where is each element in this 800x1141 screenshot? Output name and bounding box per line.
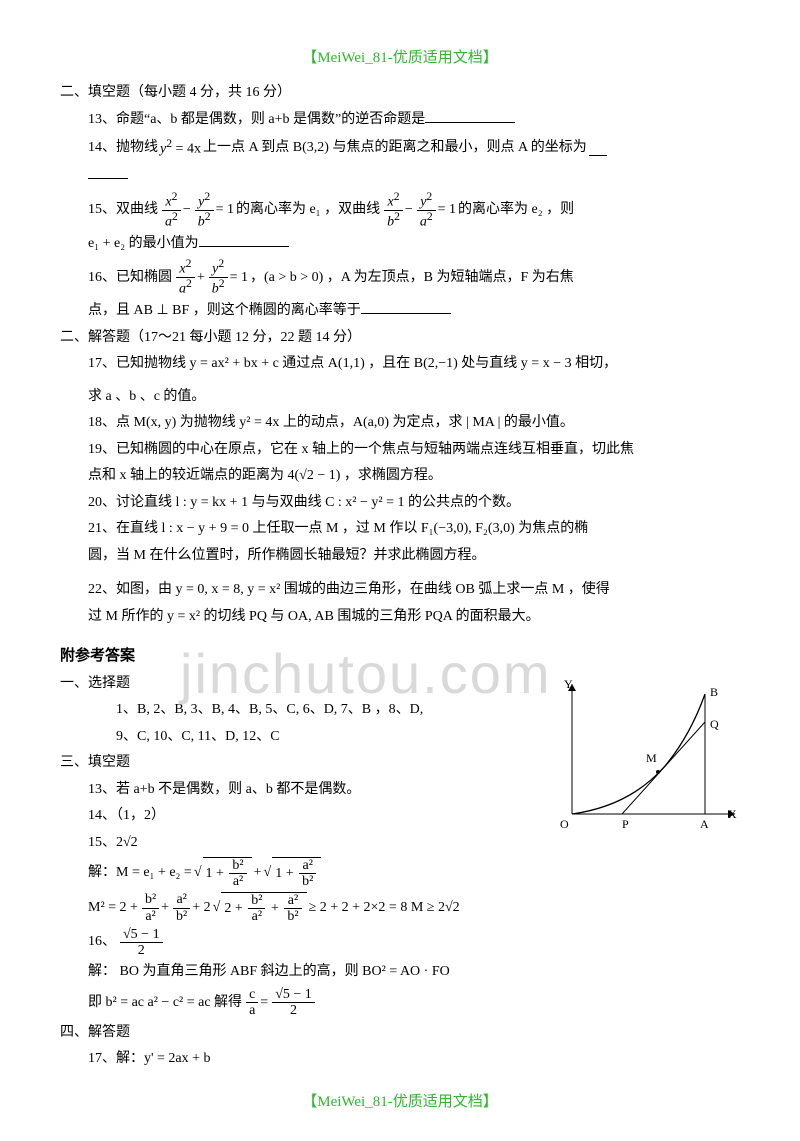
q15-frac2b: y2 a2 [417, 191, 436, 230]
a16-frac: √5 − 12 [120, 927, 163, 959]
q16: 16、已知椭圆 x2 a2 + y2 b2 = 1 ，(a > b > 0) ，… [60, 258, 740, 297]
lbl-X: X [728, 807, 737, 821]
q19a: 19、已知椭圆的中心在原点，它在 x 轴上的一个焦点与短轴两端点连线互相垂直，切… [60, 438, 740, 463]
q17-tail: 求 a 、b 、c 的值。 [60, 385, 740, 410]
q15-pre: 15、双曲线 [88, 198, 158, 223]
frac-c-a: ca [246, 987, 258, 1019]
a15-sol: 解：M = e₁ + e₂ = √1 + b²a² + √1 + a²b² [60, 857, 740, 890]
q15-frac2a: x2 b2 [384, 191, 403, 230]
a17: 17、解：y' = 2ax + b [60, 1047, 740, 1072]
q16-frac-a: x2 a2 [176, 258, 195, 297]
q15-frac1a: x2 a2 [162, 191, 181, 230]
a15-m2: M² = 2 + b²a² + a²b² + 2 √2 + b²a² + a²b… [60, 892, 740, 925]
lbl-P: P [622, 817, 629, 831]
q19b: 点和 x 轴上的较近端点的距离为 4(√2 − 1) ，求椭圆方程。 [60, 464, 740, 489]
q22b: 过 M 所作的 y = x² 的切线 PQ 与 OA, AB 围城的三角形 PQ… [60, 605, 740, 630]
ans-section-header: 二、解答题（17～21 每小题 12 分，22 题 14 分） [60, 326, 740, 351]
q14-pre: 14、抛物线 [88, 136, 158, 161]
q13-text: 13、命题“a、b 都是偶数，则 a+b 是偶数”的逆否命题是 [88, 112, 425, 127]
point-m [656, 770, 660, 774]
q15-tail: e₁ + e₂ 的最小值为 [60, 232, 740, 257]
content-area: jinchutou.com 二、填空题（每小题 4 分，共 16 分） 13、命… [60, 81, 740, 1072]
q14: 14、抛物线 y2 = 4x 上一点 A 到点 B(3,2) 与焦点的距离之和最… [60, 134, 740, 162]
a16-sol: 解： BO 为直角三角形 ABF 斜边上的高，则 BO² = AO · FO [60, 960, 740, 985]
q15-mid1: 的离心率为 e₁ ，双曲线 [236, 198, 380, 223]
tangent-pq [622, 722, 705, 814]
lbl-B: B [710, 685, 718, 699]
a16: 16、 √5 − 12 [60, 927, 740, 959]
q16-tail: 点，且 AB ⊥ BF ，则这个椭圆的离心率等于 [60, 299, 740, 324]
blank [589, 141, 607, 156]
q20: 20、讨论直线 l : y = kx + 1 与与双曲线 C : x² − y²… [60, 491, 740, 516]
root2: 1 + a²b² [272, 857, 321, 890]
q16-mid: ，(a > b > 0) ，A 为左顶点，B 为短轴端点，F 为右焦 [250, 266, 574, 291]
answers-title: 附参考答案 [60, 643, 740, 669]
blank [88, 164, 128, 179]
lbl-Q: Q [710, 717, 719, 731]
root3: 2 + b²a² + a²b² [221, 892, 306, 925]
q14-eq: y2 = 4x [160, 134, 201, 162]
a-ans4-header: 四、解答题 [60, 1021, 740, 1046]
blank [425, 108, 515, 123]
blank [199, 232, 289, 247]
doc-footer: 【MeiWei_81-优质适用文档】 [60, 1090, 740, 1111]
frac-res: √5 − 12 [272, 987, 315, 1019]
q16-pre: 16、已知椭圆 [88, 266, 172, 291]
frac-a2b2: a²b² [173, 892, 190, 924]
doc-header: 【MeiWei_81-优质适用文档】 [60, 46, 740, 67]
a16-sol2: 即 b² = ac a² − c² = ac 解得 ca = √5 − 12 [60, 987, 740, 1019]
q15-mid2: 的离心率为 e₂ ，则 [458, 198, 574, 223]
frac-b2a2: b²a² [142, 892, 159, 924]
q14-blank-cont [60, 164, 740, 189]
lbl-A: A [700, 817, 709, 831]
q14-mid: 上一点 A 到点 B(3,2) 与焦点的距离之和最小，则点 A 的坐标为 [203, 136, 587, 161]
root1: 1 + b²a² [203, 857, 252, 890]
q21a: 21、在直线 l : x − y + 9 = 0 上任取一点 M ，过 M 作以… [60, 517, 740, 542]
q15: 15、双曲线 x2 a2 − y2 b2 = 1 的离心率为 e₁ ，双曲线 x… [60, 191, 740, 230]
q17: 17、已知抛物线 y = ax² + bx + c 通过点 A(1,1) ，且在… [60, 352, 740, 377]
blank [361, 299, 451, 314]
lbl-O: O [560, 817, 569, 831]
q15-frac1b: y2 b2 [195, 191, 214, 230]
q18: 18、点 M(x, y) 为抛物线 y² = 4x 上的动点，A(a,0) 为定… [60, 411, 740, 436]
lbl-Y: Y [564, 677, 573, 691]
q22a: 22、如图，由 y = 0, x = 8, y = x² 围城的曲边三角形，在曲… [60, 578, 740, 603]
q22-diagram: 14 Y X O P A B M Q [550, 676, 740, 841]
fill-section-header: 二、填空题（每小题 4 分，共 16 分） [60, 81, 740, 106]
q16-frac-b: y2 b2 [209, 258, 228, 297]
lbl-M: M [646, 751, 657, 765]
q21b: 圆，当 M 在什么位置时，所作椭圆长轴最短？并求此椭圆方程。 [60, 544, 740, 569]
q13: 13、命题“a、b 都是偶数，则 a+b 是偶数”的逆否命题是 [60, 108, 740, 133]
